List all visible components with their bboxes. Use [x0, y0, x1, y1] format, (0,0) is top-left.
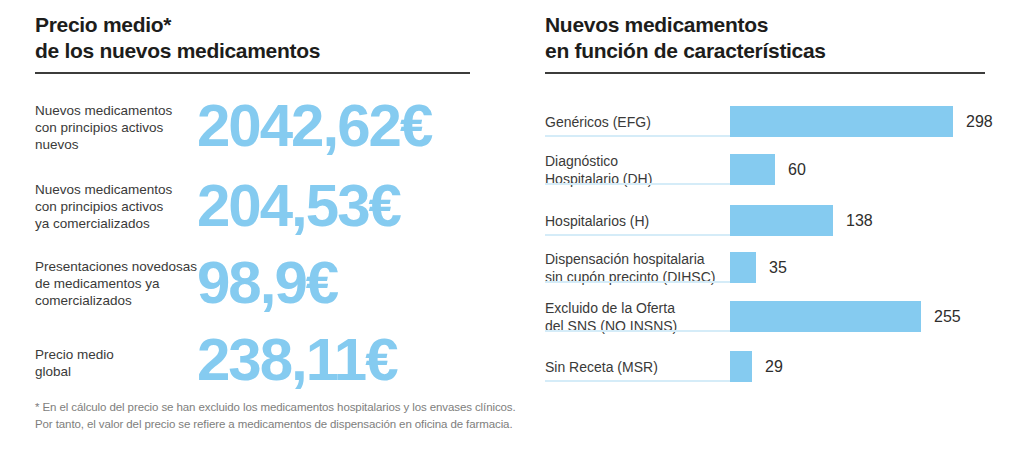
row-separator-line — [545, 330, 730, 332]
bar — [730, 252, 756, 283]
bar-value: 60 — [788, 161, 806, 179]
price-row-value: 98,9€ — [197, 253, 337, 313]
row-separator-line — [545, 183, 730, 185]
row-separator-line — [545, 135, 730, 137]
right-panel-title: Nuevos medicamentos en función de caract… — [545, 12, 826, 64]
bar-wrap: 60 — [730, 154, 806, 185]
infographic-canvas: Precio medio* de los nuevos medicamentos… — [0, 0, 1024, 453]
row-separator-line — [545, 281, 730, 283]
price-row-label: Presentaciones novedosas de medicamentos… — [35, 258, 200, 309]
bar-value: 29 — [765, 358, 783, 376]
bar-row: Excluido de la Oferta del SNS (NO INSNS)… — [545, 301, 1024, 332]
bar-row: Sin Receta (MSR) 29 — [545, 351, 1024, 382]
price-row-value: 204,53€ — [197, 176, 400, 236]
row-separator-line — [545, 380, 730, 382]
left-title-rule — [35, 72, 470, 74]
bar-row-label: Excluido de la Oferta del SNS (NO INSNS) — [545, 301, 730, 332]
price-row-label: Nuevos medicamentos con principios activ… — [35, 102, 200, 153]
bar-row: Genéricos (EFG) 298 — [545, 106, 1024, 137]
bar-value: 35 — [769, 259, 787, 277]
bar — [730, 154, 775, 185]
bar-wrap: 255 — [730, 301, 961, 332]
price-footnote: * En el cálculo del precio se han exclui… — [35, 399, 555, 433]
bar-row-label: Hospitalarios (H) — [545, 205, 730, 236]
left-panel-title: Precio medio* de los nuevos medicamentos — [35, 12, 320, 64]
bar — [730, 106, 953, 137]
price-row-label: Precio medio global — [35, 346, 200, 380]
bar-row-label: Genéricos (EFG) — [545, 106, 730, 137]
bar-wrap: 35 — [730, 252, 787, 283]
bar-row-label: Dispensación hospitalaria sin cupón prec… — [545, 252, 730, 283]
bar — [730, 301, 921, 332]
right-title-rule — [545, 72, 985, 74]
bar-row-label: Sin Receta (MSR) — [545, 351, 730, 382]
bar — [730, 351, 752, 382]
bar-wrap: 138 — [730, 205, 873, 236]
bar-value: 138 — [846, 212, 873, 230]
price-row-label: Nuevos medicamentos con principios activ… — [35, 181, 200, 232]
bar-value: 255 — [934, 308, 961, 326]
price-row-value: 238,11€ — [197, 330, 397, 390]
bar-row: Dispensación hospitalaria sin cupón prec… — [545, 252, 1024, 283]
bar-row-label: Diagnóstico Hospitalario (DH) — [545, 154, 730, 185]
price-row-value: 2042,62€ — [197, 96, 431, 156]
bar-wrap: 298 — [730, 106, 993, 137]
bar — [730, 205, 833, 236]
bar-row: Diagnóstico Hospitalario (DH) 60 — [545, 154, 1024, 185]
bar-wrap: 29 — [730, 351, 783, 382]
row-separator-line — [545, 234, 730, 236]
bar-row: Hospitalarios (H) 138 — [545, 205, 1024, 236]
bar-value: 298 — [966, 113, 993, 131]
